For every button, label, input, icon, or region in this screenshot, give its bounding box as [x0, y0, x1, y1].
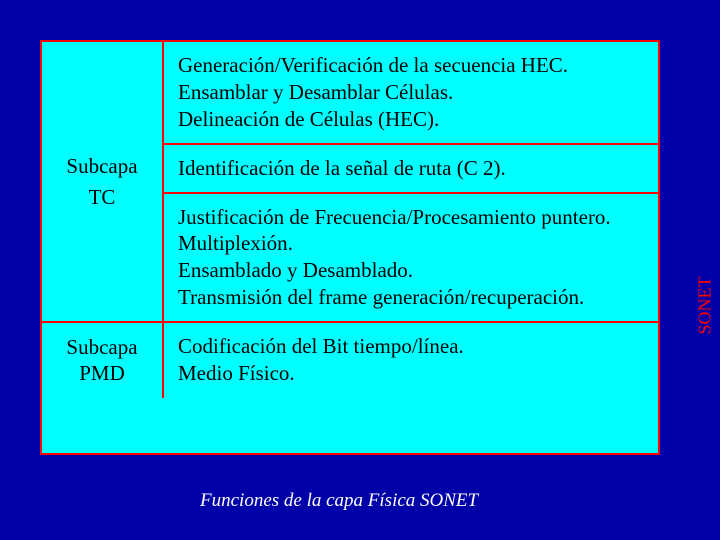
- cell-path-signal-id: Identificación de la señal de ruta (C 2)…: [164, 145, 658, 194]
- cell-r3-l1: Justificación de Frecuencia/Procesamient…: [178, 204, 644, 231]
- cell-r4-l1: Codificación del Bit tiempo/línea.: [178, 333, 644, 360]
- cell-r1-l3: Delineación de Células (HEC).: [178, 106, 644, 133]
- layer-table: Subcapa TC Generación/Verificación de la…: [40, 40, 660, 455]
- slide-root: Subcapa TC Generación/Verificación de la…: [0, 0, 720, 540]
- cell-hec-generation: Generación/Verificación de la secuencia …: [164, 42, 658, 145]
- cell-r3-l4: Transmisión del frame generación/recuper…: [178, 284, 644, 311]
- label-tc: TC: [89, 185, 116, 210]
- cell-r3-l3: Ensamblado y Desamblado.: [178, 257, 644, 284]
- label-subcapa-pmd-2: PMD: [79, 360, 125, 386]
- cell-r4-l2: Medio Físico.: [178, 360, 644, 387]
- cell-r3-l2: Multiplexión.: [178, 230, 644, 257]
- vertical-label-sonet: SONET: [695, 277, 716, 335]
- row-subcapa-pmd: Subcapa PMD Codificación del Bit tiempo/…: [42, 323, 658, 398]
- cell-bit-coding: Codificación del Bit tiempo/línea. Medio…: [162, 323, 658, 398]
- cell-r2-l1: Identificación de la señal de ruta (C 2)…: [178, 155, 644, 182]
- left-label-subcapa-tc: Subcapa TC: [42, 42, 162, 321]
- slide-caption: Funciones de la capa Física SONET: [200, 490, 478, 512]
- cell-freq-justification: Justificación de Frecuencia/Procesamient…: [164, 194, 658, 322]
- left-label-subcapa-pmd: Subcapa PMD: [42, 323, 162, 398]
- cell-r1-l2: Ensamblar y Desamblar Células.: [178, 79, 644, 106]
- cell-r1-l1: Generación/Verificación de la secuencia …: [178, 52, 644, 79]
- upper-group-row: Subcapa TC Generación/Verificación de la…: [42, 42, 658, 323]
- label-subcapa: Subcapa: [66, 154, 137, 179]
- label-subcapa-pmd-1: Subcapa: [66, 334, 137, 360]
